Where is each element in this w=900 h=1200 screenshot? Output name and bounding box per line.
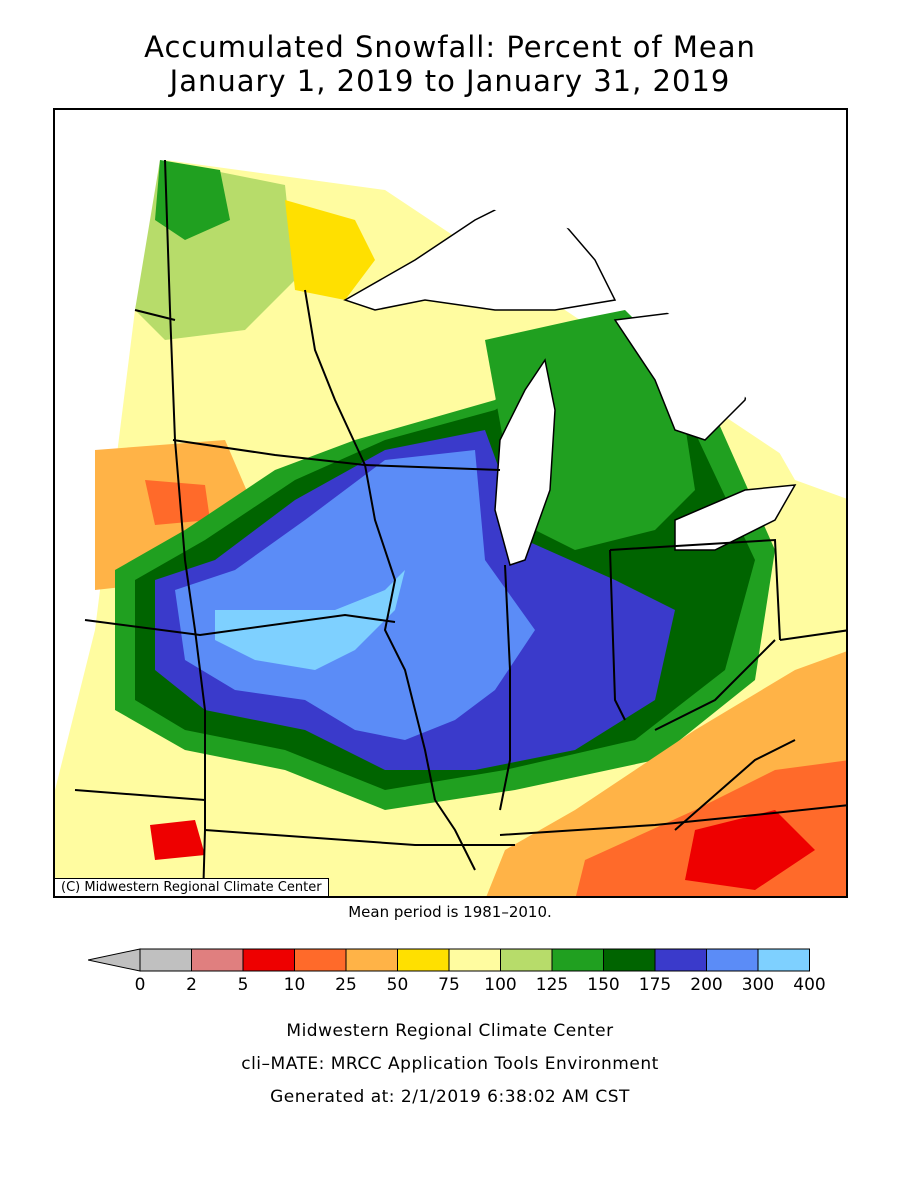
footer-org: Midwestern Regional Climate Center	[286, 1021, 614, 1041]
zone-red-southwest	[150, 820, 205, 860]
lake-erie	[674, 484, 797, 551]
map-date-range: January 1, 2019 to January 31, 2019	[169, 64, 731, 98]
legend-swatch	[139, 948, 192, 972]
legend-swatch	[448, 948, 501, 972]
legend-swatch	[242, 948, 295, 972]
mean-period-note: Mean period is 1981–2010.	[348, 903, 552, 921]
map-title: Accumulated Snowfall: Percent of Mean	[144, 30, 756, 64]
legend-tick-label: 400	[793, 975, 826, 995]
legend-swatch	[603, 948, 656, 972]
legend-swatch	[654, 948, 707, 972]
legend-tick-label: 75	[438, 975, 460, 995]
legend-tick-label: 5	[237, 975, 249, 995]
legend-swatch	[294, 948, 347, 972]
legend-swatch	[191, 948, 244, 972]
legend-tick-label: 175	[638, 975, 672, 995]
zone-red-deep-southeast	[685, 810, 815, 890]
legend-tick-label: 10	[283, 975, 306, 995]
snowfall-map: (C) Midwestern Regional Climate Center	[53, 108, 848, 898]
legend-tick-label: 0	[134, 975, 146, 995]
legend-tick-label: 50	[386, 975, 409, 995]
legend-tick-label: 125	[535, 975, 569, 995]
zone-green-north	[155, 160, 230, 240]
legend-tick-label: 2	[186, 975, 197, 995]
legend-swatch	[551, 948, 604, 972]
legend-tick-label: 25	[335, 975, 357, 995]
lake-michigan	[494, 358, 556, 566]
state-boundaries	[74, 159, 846, 896]
color-legend	[88, 948, 810, 972]
legend-swatch	[397, 948, 450, 972]
footer-tool: cli–MATE: MRCC Application Tools Environ…	[241, 1054, 659, 1074]
footer-generated: Generated at: 2/1/2019 6:38:02 AM CST	[270, 1087, 630, 1107]
legend-swatch	[706, 948, 759, 972]
copyright-label: (C) Midwestern Regional Climate Center	[55, 878, 329, 896]
canada-white	[165, 110, 846, 499]
legend-tick-label: 200	[690, 975, 723, 995]
legend-tick-label: 300	[741, 975, 775, 995]
zone-red-west	[145, 480, 210, 525]
zone-yellow-north	[285, 200, 375, 300]
legend-swatch	[345, 948, 398, 972]
legend-swatch	[757, 948, 810, 972]
map-graphic	[55, 110, 846, 896]
legend-arrow	[88, 948, 141, 972]
zone-blue-central	[175, 450, 535, 740]
legend-tick-label: 100	[484, 975, 517, 995]
legend-tick-label: 150	[587, 975, 620, 995]
legend-swatch	[500, 948, 553, 972]
